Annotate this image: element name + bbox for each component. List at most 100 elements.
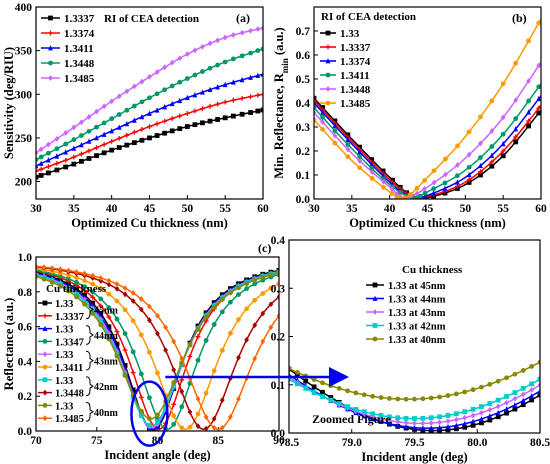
series-marker [90, 308, 96, 314]
legend-marker [42, 300, 48, 306]
series-marker [412, 420, 417, 427]
series-marker [200, 43, 205, 50]
series-marker [260, 310, 266, 317]
series-marker [139, 78, 145, 85]
legend-group-label: 40nm [94, 408, 119, 419]
series-marker [422, 190, 428, 196]
series-marker [420, 396, 426, 402]
series-marker [147, 395, 152, 401]
legend-marker [42, 313, 48, 319]
series-marker [248, 110, 253, 115]
series-marker [90, 281, 96, 287]
series-marker [389, 186, 395, 193]
series-marker [46, 157, 51, 163]
series-marker [442, 180, 448, 186]
plot-frame [35, 6, 264, 200]
series-marker [130, 387, 136, 393]
x-tick-label: 30 [30, 203, 42, 215]
series-marker [395, 422, 401, 428]
series-marker [82, 284, 87, 290]
legend-marker [325, 72, 331, 78]
x-tick-label: 45 [422, 203, 434, 215]
series-marker [203, 414, 209, 420]
series-marker [378, 395, 384, 400]
series-marker [357, 154, 363, 159]
series-marker [106, 305, 112, 311]
legend-marker [48, 30, 53, 36]
y-axis-label: Sensitivity (deg/RIU) [2, 47, 16, 159]
x-axis-label: Optimized Cu thickness (nm) [349, 216, 506, 230]
series-marker [466, 151, 472, 158]
series-marker [109, 98, 115, 105]
series-marker [420, 425, 426, 431]
series-marker [526, 118, 531, 124]
legend: Cu thickness 1.33 at 45nm 1.33 at 44nm 1.33… [366, 264, 463, 346]
legend-label: 1.3374 [64, 28, 95, 40]
series-marker [239, 95, 245, 101]
series-marker [192, 47, 198, 54]
series-marker [504, 394, 509, 399]
series-marker [536, 84, 541, 90]
legend-label: 1.33 at 40nm [388, 335, 446, 346]
series-marker [260, 338, 266, 345]
series-marker [479, 420, 484, 426]
series-marker [138, 394, 144, 400]
series-marker [244, 281, 250, 287]
series-marker [529, 386, 535, 393]
series-marker [453, 426, 459, 432]
series-marker [222, 59, 228, 65]
series-marker [171, 383, 177, 389]
series-marker [513, 116, 519, 121]
series-marker [154, 91, 160, 97]
series-marker [94, 124, 99, 130]
legend-marker [372, 295, 378, 301]
series-marker [147, 135, 152, 141]
series-marker [260, 107, 263, 113]
series-marker [437, 424, 442, 431]
series-marker [369, 175, 375, 181]
series-marker [147, 349, 152, 355]
series-marker [437, 394, 442, 400]
series-marker [200, 106, 205, 112]
legend-label: 1.3337 [340, 42, 371, 54]
series-marker [203, 314, 209, 320]
series-marker [98, 310, 104, 316]
series-marker [495, 409, 501, 416]
series-marker [169, 100, 175, 107]
legend-group-label: 43nm [94, 357, 119, 368]
legend-label: 1.33 [55, 299, 73, 310]
series-marker [177, 97, 183, 104]
series-marker [169, 83, 175, 89]
series-marker [130, 298, 136, 304]
series-marker [489, 159, 495, 165]
legend-label: 1.3337 [64, 13, 95, 25]
series-marker [63, 157, 69, 163]
unit: (a.u.) [272, 27, 286, 58]
series-marker [381, 178, 386, 185]
legend-label: 1.33 [55, 376, 73, 387]
series-marker [46, 164, 51, 169]
series-marker [122, 347, 128, 353]
series-marker [230, 97, 236, 103]
series-marker [38, 154, 44, 160]
series-marker [71, 145, 77, 151]
series-marker [466, 171, 472, 178]
series-marker [289, 376, 292, 382]
plot-frame [288, 239, 541, 434]
series-marker [71, 154, 77, 160]
series-marker [131, 129, 137, 135]
series-marker [260, 71, 263, 77]
series-marker [162, 104, 168, 110]
series-marker [369, 169, 375, 175]
series-marker [41, 276, 47, 282]
series-marker [504, 410, 509, 416]
series-marker [200, 89, 205, 95]
y-tick-label: 0.6 [296, 50, 311, 62]
legend-brace [85, 401, 94, 422]
panel-zoom: 78.5 79.0 79.5 80.0 80.5 0.0 0.1 0.2 0.3 0.4 Incid… [271, 235, 550, 464]
series-marker [402, 195, 408, 199]
series-marker [248, 74, 253, 80]
legend-marker [42, 339, 48, 344]
legend-brace [85, 376, 94, 397]
series-marker [177, 126, 183, 132]
